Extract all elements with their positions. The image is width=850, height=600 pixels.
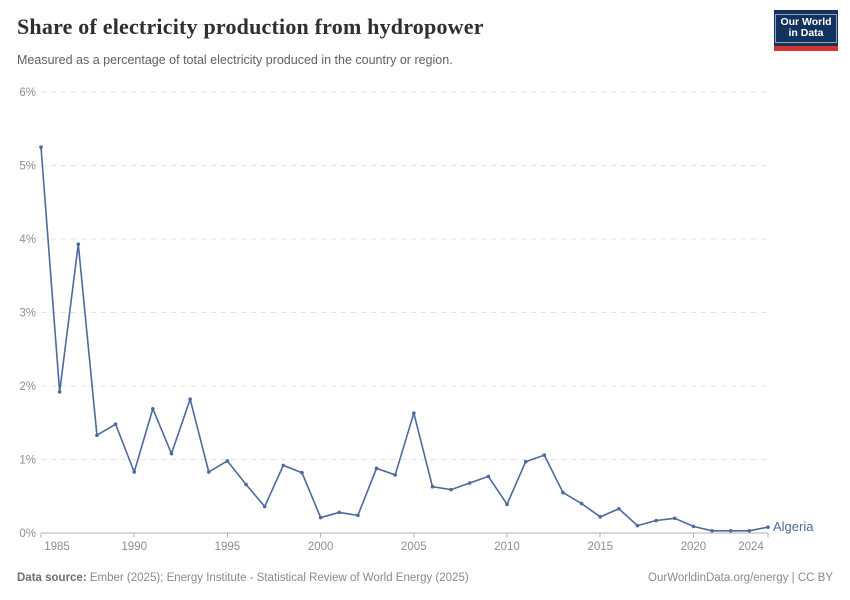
x-axis-tick-label: 1985 [44, 541, 70, 553]
x-axis-tick-label: 2010 [494, 541, 520, 553]
data-point [337, 510, 342, 515]
data-point [430, 484, 435, 489]
data-point [39, 145, 43, 149]
data-point [467, 481, 472, 485]
footer-links: OurWorldinData.org/energy | CC BY [648, 572, 833, 584]
data-point [766, 525, 770, 529]
data-point [244, 482, 248, 487]
data-point [281, 463, 286, 468]
data-point [113, 422, 118, 427]
data-point [318, 515, 323, 520]
data-source-label: Data source: [17, 572, 87, 584]
data-point [356, 513, 360, 518]
data-point [635, 523, 640, 528]
owid-logo-line1: Our World [780, 15, 832, 28]
y-axis-tick-label: 1% [19, 455, 36, 467]
data-point [374, 466, 379, 471]
owid-logo: Our World in Data [774, 10, 838, 51]
data-point [654, 518, 658, 523]
y-axis-tick-label: 5% [19, 161, 36, 173]
data-point [169, 451, 174, 456]
chart-title: Share of electricity production from hyd… [17, 14, 484, 39]
data-point [561, 490, 565, 495]
y-axis-tick-label: 6% [19, 87, 36, 99]
x-axis-tick-label: 2000 [308, 541, 334, 553]
data-point [598, 515, 603, 519]
data-source-text: Ember (2025); Energy Institute - Statist… [86, 572, 469, 584]
data-point [505, 502, 509, 507]
data-point [151, 406, 155, 411]
data-point [672, 516, 677, 521]
y-axis-tick-label: 0% [19, 528, 36, 540]
data-point [76, 242, 81, 246]
y-axis-tick-label: 2% [19, 381, 36, 393]
data-point [449, 487, 453, 492]
data-point [691, 524, 696, 529]
series-line-algeria [40, 146, 769, 532]
data-point [132, 470, 137, 474]
data-point [617, 506, 621, 511]
data-source-note: Data source: Ember (2025); Energy Instit… [17, 572, 469, 584]
data-point [393, 473, 397, 477]
data-point [542, 453, 547, 457]
data-point [300, 470, 304, 475]
x-axis-tick-label: 1990 [121, 541, 147, 553]
x-axis-tick-label: 2024 [738, 541, 764, 553]
data-point [728, 528, 733, 533]
data-point [188, 397, 192, 402]
data-point [262, 504, 267, 509]
data-point [747, 528, 752, 533]
data-point [523, 459, 528, 464]
y-axis-tick-label: 4% [19, 234, 36, 246]
chart-footer: Data source: Ember (2025); Energy Instit… [17, 572, 833, 584]
x-axis-tick-label: 2020 [681, 541, 707, 553]
owid-logo-text: Our World in Data [775, 13, 837, 43]
data-point [225, 459, 230, 463]
owid-logo-line2: in Data [788, 27, 824, 39]
footer-separator: | [788, 572, 798, 584]
y-axis-tick-label: 3% [19, 308, 36, 320]
license-badge: CC BY [797, 572, 833, 584]
owid-energy-link[interactable]: OurWorldinData.org/energy [648, 572, 789, 584]
x-axis-tick-label: 2005 [401, 541, 427, 553]
data-point [206, 470, 211, 474]
data-point [710, 528, 714, 533]
data-point [486, 474, 491, 479]
chart-subtitle: Measured as a percentage of total electr… [17, 53, 453, 67]
x-axis-tick-label: 2015 [587, 541, 613, 553]
data-point [412, 411, 416, 415]
data-point [95, 433, 99, 438]
data-point [57, 390, 62, 394]
entity-label[interactable]: Algeria [773, 519, 814, 534]
x-axis-tick-label: 1995 [215, 541, 241, 553]
data-point [579, 501, 584, 506]
